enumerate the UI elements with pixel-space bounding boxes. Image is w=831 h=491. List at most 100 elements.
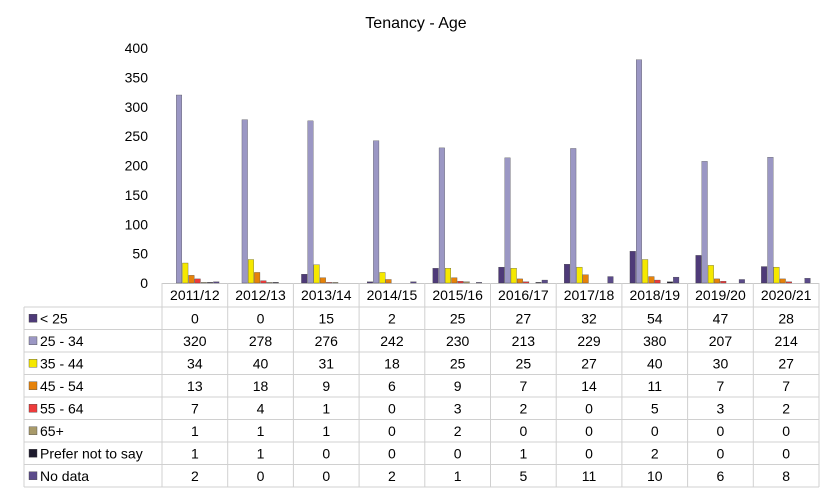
legend-label: 45 - 54: [40, 378, 84, 394]
data-label: 28: [778, 310, 794, 326]
legend-label: Prefer not to say: [40, 445, 143, 461]
bar: [654, 279, 661, 284]
data-label: 2: [454, 423, 462, 439]
bar: [701, 161, 708, 284]
bar: [207, 282, 213, 284]
data-label: 380: [643, 333, 667, 349]
legend-label: 35 - 44: [40, 355, 84, 371]
bar: [182, 262, 189, 284]
data-label: 40: [647, 355, 663, 371]
x-tick-label: 2011/12: [170, 287, 220, 303]
data-label: 9: [454, 378, 462, 394]
legend-label: 65+: [40, 423, 64, 439]
data-label: 1: [191, 423, 199, 439]
bar: [667, 281, 673, 284]
legend-label: No data: [40, 468, 89, 484]
bar: [523, 281, 530, 284]
bar: [410, 281, 417, 284]
data-label: 0: [585, 445, 593, 461]
data-label: 6: [388, 378, 396, 394]
data-label: 31: [318, 355, 334, 371]
bar: [570, 148, 577, 284]
data-label: 27: [581, 355, 597, 371]
data-label: 230: [446, 333, 470, 349]
data-label: 2: [388, 310, 396, 326]
data-label: 213: [512, 333, 536, 349]
data-label: 25: [450, 310, 466, 326]
data-label: 40: [253, 355, 269, 371]
data-label: 14: [581, 378, 597, 394]
data-label: 0: [782, 445, 790, 461]
data-label: 11: [647, 378, 662, 394]
bar: [332, 282, 339, 284]
y-tick-label: 100: [125, 216, 149, 232]
y-tick-label: 300: [125, 99, 149, 115]
y-tick-label: 400: [125, 40, 149, 56]
data-label: 242: [380, 333, 404, 349]
bar: [804, 278, 811, 284]
chart-title: Tenancy - Age: [365, 15, 467, 32]
bar: [720, 281, 727, 284]
legend-swatch: [28, 336, 38, 345]
data-label: 0: [191, 310, 199, 326]
bar: [366, 281, 373, 284]
x-tick-label: 2012/13: [235, 287, 286, 303]
data-label: 10: [647, 468, 663, 484]
data-label: 320: [183, 333, 207, 349]
data-label: 1: [257, 423, 265, 439]
y-tick-label: 50: [132, 246, 148, 262]
data-label: 25: [450, 355, 466, 371]
y-tick-label: 0: [140, 275, 148, 291]
data-label: 0: [782, 423, 790, 439]
data-label: 0: [388, 423, 396, 439]
data-label: 47: [713, 310, 729, 326]
y-tick-label: 250: [125, 128, 149, 144]
data-label: 18: [384, 355, 400, 371]
data-label: 4: [257, 400, 265, 416]
data-label: 11: [582, 468, 597, 484]
x-tick-label: 2013/14: [301, 287, 352, 303]
data-label: 2: [191, 468, 199, 484]
legend-label: < 25: [40, 310, 68, 326]
x-tick-label: 2017/18: [564, 287, 615, 303]
bar: [432, 268, 439, 284]
data-label: 13: [187, 378, 203, 394]
x-tick-label: 2016/17: [498, 287, 549, 303]
x-tick-label: 2020/21: [761, 287, 812, 303]
bar: [786, 281, 792, 284]
data-label: 3: [717, 400, 725, 416]
bar: [385, 279, 392, 284]
y-tick-label: 350: [125, 69, 149, 85]
legend-swatch: [28, 314, 38, 323]
data-label: 27: [778, 355, 794, 371]
data-label: 0: [585, 423, 593, 439]
bar: [266, 282, 273, 284]
bar: [773, 266, 780, 284]
data-label: 2: [782, 400, 790, 416]
data-label: 0: [257, 468, 265, 484]
data-label: 0: [388, 445, 396, 461]
y-tick-label: 200: [125, 158, 149, 174]
data-label: 27: [516, 310, 532, 326]
bar: [673, 276, 680, 284]
bar: [761, 266, 768, 284]
bar: [517, 278, 523, 284]
bar: [194, 278, 201, 284]
bar: [510, 268, 517, 284]
data-label: 1: [191, 445, 199, 461]
bar: [504, 157, 511, 284]
bar: [629, 251, 636, 284]
bar: [326, 282, 332, 284]
data-table: 2011/12 2012/13 2013/14 2014/15 2015/16 2016/…: [23, 283, 820, 488]
bar: [260, 280, 267, 284]
bar: [541, 279, 548, 284]
data-label: 2: [651, 445, 659, 461]
bar: [457, 281, 464, 284]
y-tick-label: 150: [125, 187, 149, 203]
data-label: 15: [318, 310, 334, 326]
bar: [379, 272, 386, 284]
bar: [714, 278, 720, 284]
data-label: 0: [717, 423, 725, 439]
data-label: 1: [454, 468, 462, 484]
